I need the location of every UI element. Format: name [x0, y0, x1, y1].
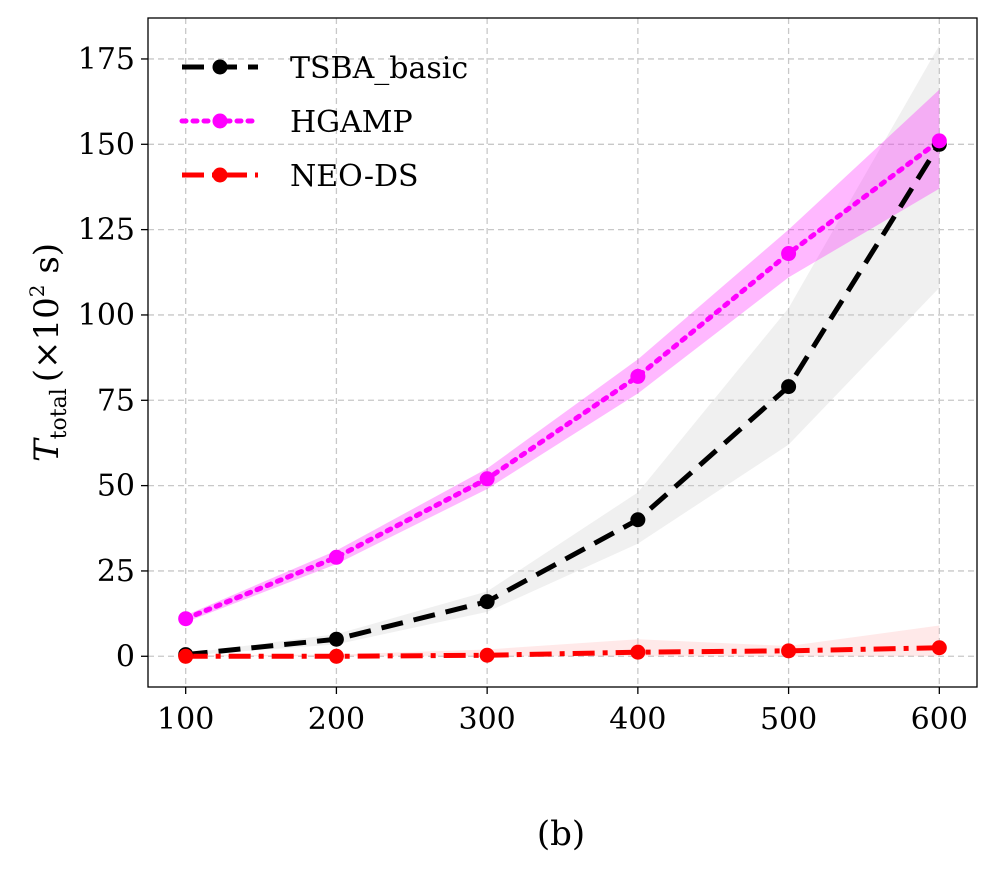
y-axis-label-unit-suffix: s) [27, 243, 67, 285]
y-tick-label: 100 [78, 298, 135, 333]
y-axis-label-subscript: total [47, 388, 72, 439]
neo-ds-point [479, 647, 495, 663]
x-axis: 100 200 300 400 500 600 [157, 687, 968, 737]
neo-ds-point [630, 644, 646, 660]
plot-frame [147, 17, 978, 688]
y-tick-label: 75 [97, 383, 135, 418]
neo-ds-point [781, 643, 797, 659]
neo-ds-point [931, 640, 947, 656]
confidence-bands [185, 45, 940, 657]
hgamp-legend-label: HGAMP [290, 105, 413, 140]
x-tick-label: 200 [308, 702, 365, 737]
hgamp-legend-marker [212, 113, 228, 129]
tsba-basic-legend-label: TSBA_basic [290, 51, 468, 86]
tsba-basic-point [781, 379, 797, 395]
legend: TSBA_basic HGAMP NEO-DS [179, 51, 468, 194]
y-tick-label: 125 [78, 213, 135, 248]
hgamp-line [183, 138, 942, 622]
y-axis: 0 25 50 75 100 125 150 175 [78, 42, 148, 674]
x-tick-label: 500 [760, 702, 817, 737]
x-tick-label: 400 [609, 702, 666, 737]
neo-ds-legend-marker [212, 167, 228, 183]
y-axis-label-unit-prefix: (×10 [27, 297, 67, 382]
hgamp-point [479, 471, 495, 487]
neo-ds-band [185, 625, 940, 657]
series-points [178, 133, 947, 664]
x-tick-label: 300 [459, 702, 516, 737]
x-tick-label: 600 [911, 702, 968, 737]
grid [148, 18, 977, 687]
hgamp-point [931, 133, 947, 149]
y-tick-label: 150 [78, 127, 135, 162]
y-tick-label: 25 [97, 554, 135, 589]
tsba-basic-point [328, 631, 344, 647]
y-tick-label: 0 [116, 639, 135, 674]
y-tick-label: 50 [97, 469, 135, 504]
x-tick-label: 100 [157, 702, 214, 737]
series-lines [183, 138, 942, 659]
tsba-basic-line [185, 142, 942, 658]
neo-ds-point [328, 648, 344, 664]
neo-ds-line [185, 645, 940, 659]
tsba-basic-legend-marker [212, 59, 228, 75]
hgamp-point [328, 549, 344, 565]
hgamp-point [781, 246, 797, 262]
hgamp-point [178, 611, 194, 627]
y-axis-label-exponent: 2 [25, 284, 49, 297]
figure-caption: (b) [537, 814, 585, 854]
y-tick-label: 175 [78, 42, 135, 77]
y-axis-label-symbol: T [27, 437, 67, 462]
tsba-basic-point [479, 594, 495, 610]
tsba-basic-band [185, 45, 940, 656]
tsba-basic-point [630, 512, 646, 528]
hgamp-point [630, 368, 646, 384]
neo-ds-legend-label: NEO-DS [290, 159, 419, 194]
neo-ds-point [178, 648, 194, 664]
y-axis-label: Ttotal (×102 s) [25, 243, 72, 462]
